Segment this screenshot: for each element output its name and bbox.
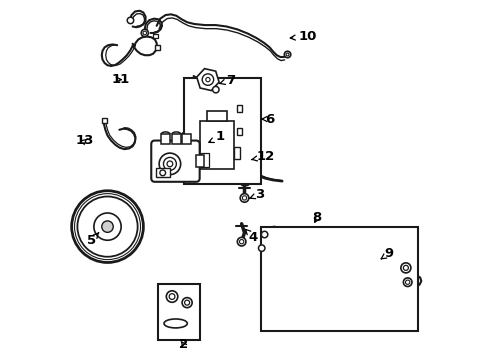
Text: 3: 3 bbox=[249, 188, 264, 201]
Text: 4: 4 bbox=[245, 229, 258, 244]
Circle shape bbox=[258, 245, 264, 251]
Circle shape bbox=[141, 30, 148, 37]
Circle shape bbox=[94, 213, 121, 240]
Bar bbox=[201, 153, 208, 167]
Circle shape bbox=[239, 239, 244, 244]
Bar bbox=[206, 111, 226, 121]
Circle shape bbox=[169, 294, 175, 300]
Text: 8: 8 bbox=[312, 211, 321, 224]
Circle shape bbox=[127, 17, 133, 24]
Circle shape bbox=[242, 196, 246, 200]
Bar bbox=[233, 147, 240, 159]
Circle shape bbox=[237, 237, 245, 246]
Text: 9: 9 bbox=[380, 247, 393, 260]
Bar bbox=[182, 134, 190, 144]
Circle shape bbox=[184, 300, 189, 305]
Bar bbox=[199, 121, 233, 169]
FancyBboxPatch shape bbox=[151, 140, 199, 182]
Bar bbox=[158, 284, 199, 339]
Text: 1: 1 bbox=[208, 130, 224, 144]
Circle shape bbox=[160, 170, 165, 176]
Text: 12: 12 bbox=[251, 150, 275, 163]
Circle shape bbox=[167, 161, 172, 167]
Circle shape bbox=[405, 280, 409, 284]
Circle shape bbox=[205, 77, 210, 82]
Circle shape bbox=[166, 291, 178, 302]
Circle shape bbox=[202, 74, 213, 85]
Ellipse shape bbox=[163, 319, 187, 328]
Bar bbox=[237, 105, 241, 112]
Text: 13: 13 bbox=[76, 134, 94, 147]
Circle shape bbox=[159, 153, 180, 175]
Circle shape bbox=[403, 265, 407, 270]
Bar bbox=[172, 134, 180, 144]
Circle shape bbox=[403, 278, 411, 287]
Circle shape bbox=[285, 53, 288, 56]
Text: 2: 2 bbox=[179, 338, 188, 351]
Bar bbox=[161, 134, 169, 144]
Text: 7: 7 bbox=[220, 74, 235, 87]
Circle shape bbox=[240, 194, 248, 202]
Circle shape bbox=[182, 298, 192, 308]
Circle shape bbox=[72, 191, 143, 262]
Text: 5: 5 bbox=[86, 233, 99, 247]
Circle shape bbox=[261, 231, 267, 238]
Circle shape bbox=[74, 194, 140, 260]
Circle shape bbox=[400, 263, 410, 273]
Circle shape bbox=[212, 86, 219, 93]
Bar bbox=[260, 226, 418, 330]
Circle shape bbox=[102, 221, 113, 232]
Text: 10: 10 bbox=[290, 30, 316, 43]
Bar bbox=[155, 45, 160, 50]
Circle shape bbox=[142, 31, 146, 35]
Bar bbox=[183, 78, 260, 184]
Circle shape bbox=[163, 157, 176, 170]
Bar bbox=[102, 118, 106, 123]
Bar bbox=[237, 128, 241, 135]
Circle shape bbox=[77, 197, 137, 257]
Text: 11: 11 bbox=[111, 73, 129, 86]
Bar bbox=[196, 155, 203, 167]
Bar bbox=[155, 168, 169, 177]
Bar bbox=[153, 34, 158, 38]
Circle shape bbox=[284, 51, 290, 58]
Text: 6: 6 bbox=[262, 113, 274, 126]
